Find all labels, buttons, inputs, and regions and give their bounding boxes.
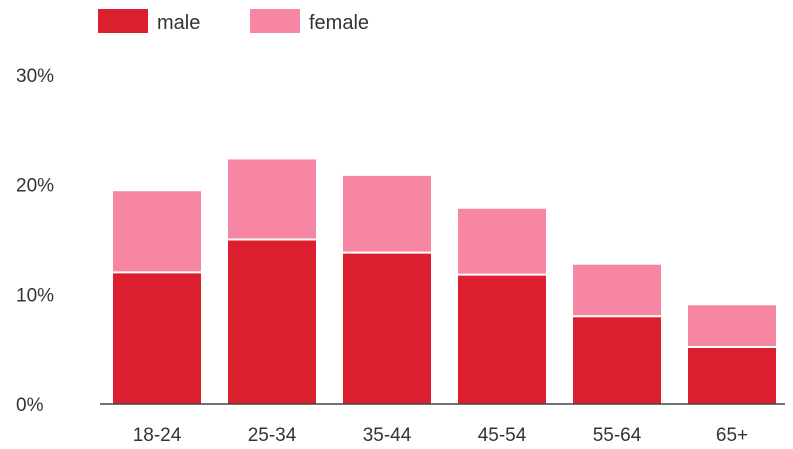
bar-male-55-64 bbox=[573, 316, 661, 404]
bar-female-45-54 bbox=[458, 208, 546, 275]
legend-label-male: male bbox=[157, 12, 200, 34]
bar-male-18-24 bbox=[113, 272, 201, 404]
x-tick-label: 55-64 bbox=[593, 425, 642, 446]
bar-female-55-64 bbox=[573, 264, 661, 317]
legend-swatch-female bbox=[250, 9, 300, 33]
y-axis: 0% 10% 20% 30% bbox=[16, 66, 54, 416]
bars bbox=[113, 159, 776, 404]
x-tick-label: 35-44 bbox=[363, 425, 412, 446]
bar-female-18-24 bbox=[113, 191, 201, 273]
legend-swatch-male bbox=[98, 9, 148, 33]
bar-male-45-54 bbox=[458, 274, 546, 404]
x-axis: 18-24 25-34 35-44 45-54 55-64 65+ bbox=[133, 425, 748, 446]
legend: male female bbox=[98, 9, 369, 34]
x-tick-label: 45-54 bbox=[478, 425, 527, 446]
legend-label-female: female bbox=[309, 12, 369, 34]
x-tick-label: 65+ bbox=[716, 425, 748, 446]
y-tick-label: 0% bbox=[16, 395, 44, 416]
x-tick-label: 25-34 bbox=[248, 425, 297, 446]
y-tick-label: 30% bbox=[16, 66, 54, 87]
bar-female-25-34 bbox=[228, 159, 316, 240]
y-tick-label: 20% bbox=[16, 176, 54, 197]
bar-female-35-44 bbox=[343, 175, 431, 253]
bar-female-65+ bbox=[688, 305, 776, 347]
bar-male-25-34 bbox=[228, 239, 316, 404]
x-tick-label: 18-24 bbox=[133, 425, 182, 446]
bar-male-65+ bbox=[688, 346, 776, 404]
y-tick-label: 10% bbox=[16, 285, 54, 306]
bar-male-35-44 bbox=[343, 252, 431, 404]
